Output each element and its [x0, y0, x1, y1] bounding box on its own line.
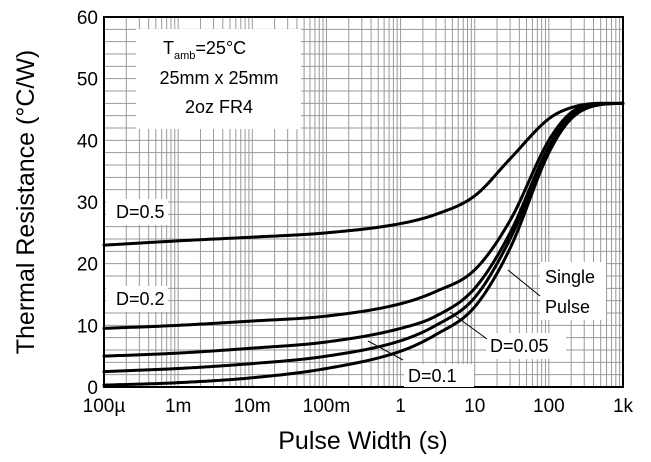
x-axis-title: Pulse Width (s): [278, 427, 447, 455]
leader-d01: [367, 340, 404, 361]
conditions-line2: 25mm x 25mm: [159, 68, 278, 88]
x-tick-label: 1k: [613, 396, 634, 417]
label-d02: D=0.2: [116, 289, 165, 309]
y-tick-label: 50: [77, 70, 98, 91]
y-tick-label: 60: [77, 8, 98, 29]
label-bg-d02: [106, 286, 168, 312]
x-tick-label: 100µ: [83, 396, 126, 417]
conditions-line1: Tamb=25°C: [163, 38, 246, 62]
x-tick-label: 100: [533, 396, 565, 417]
x-tick-label: 1m: [165, 396, 191, 417]
leader-d005: [449, 311, 488, 340]
label-bg-d01: [404, 364, 474, 387]
series-curves: [102, 101, 625, 387]
label-bg-single: [540, 262, 606, 320]
series-line-d-0-2: [102, 101, 625, 330]
label-d01: D=0.1: [408, 366, 457, 386]
y-tick-label: 30: [77, 193, 98, 214]
x-tick-label: 10m: [234, 396, 271, 417]
y-tick-label: 40: [77, 131, 98, 152]
label-d005: D=0.05: [490, 336, 549, 356]
y-axis-title: Thermal Resistance (°C/W): [12, 50, 40, 355]
y-tick-label: 20: [77, 255, 98, 276]
tick-labels: 100µ 1m 10m 100m 1 10 100 1k 0 10 20 30 40 50 60: [77, 8, 634, 417]
series-line-single-pulse: [102, 101, 625, 387]
label-d05: D=0.5: [116, 202, 165, 222]
conditions-line1-rest: =25°C: [195, 38, 246, 58]
y-tick-label: 0: [87, 378, 98, 399]
label-bg-d05: [106, 199, 168, 225]
y-tick-label: 10: [77, 316, 98, 337]
leader-single-pulse: [507, 269, 541, 297]
conditions-line1-main: T: [163, 38, 174, 58]
x-tick-label: 100m: [303, 396, 351, 417]
x-tick-label: 1: [395, 396, 406, 417]
conditions-line1-sub: amb: [174, 50, 195, 62]
conditions-box: [136, 29, 301, 129]
label-single: Single: [545, 267, 595, 287]
plot-area-frame: [103, 16, 624, 388]
x-tick-label: 10: [464, 396, 485, 417]
conditions-line3: 2oz FR4: [185, 97, 253, 117]
label-pulse: Pulse: [545, 297, 590, 317]
series-line-d-0-5: [102, 101, 625, 247]
label-bg-d005: [486, 333, 566, 359]
